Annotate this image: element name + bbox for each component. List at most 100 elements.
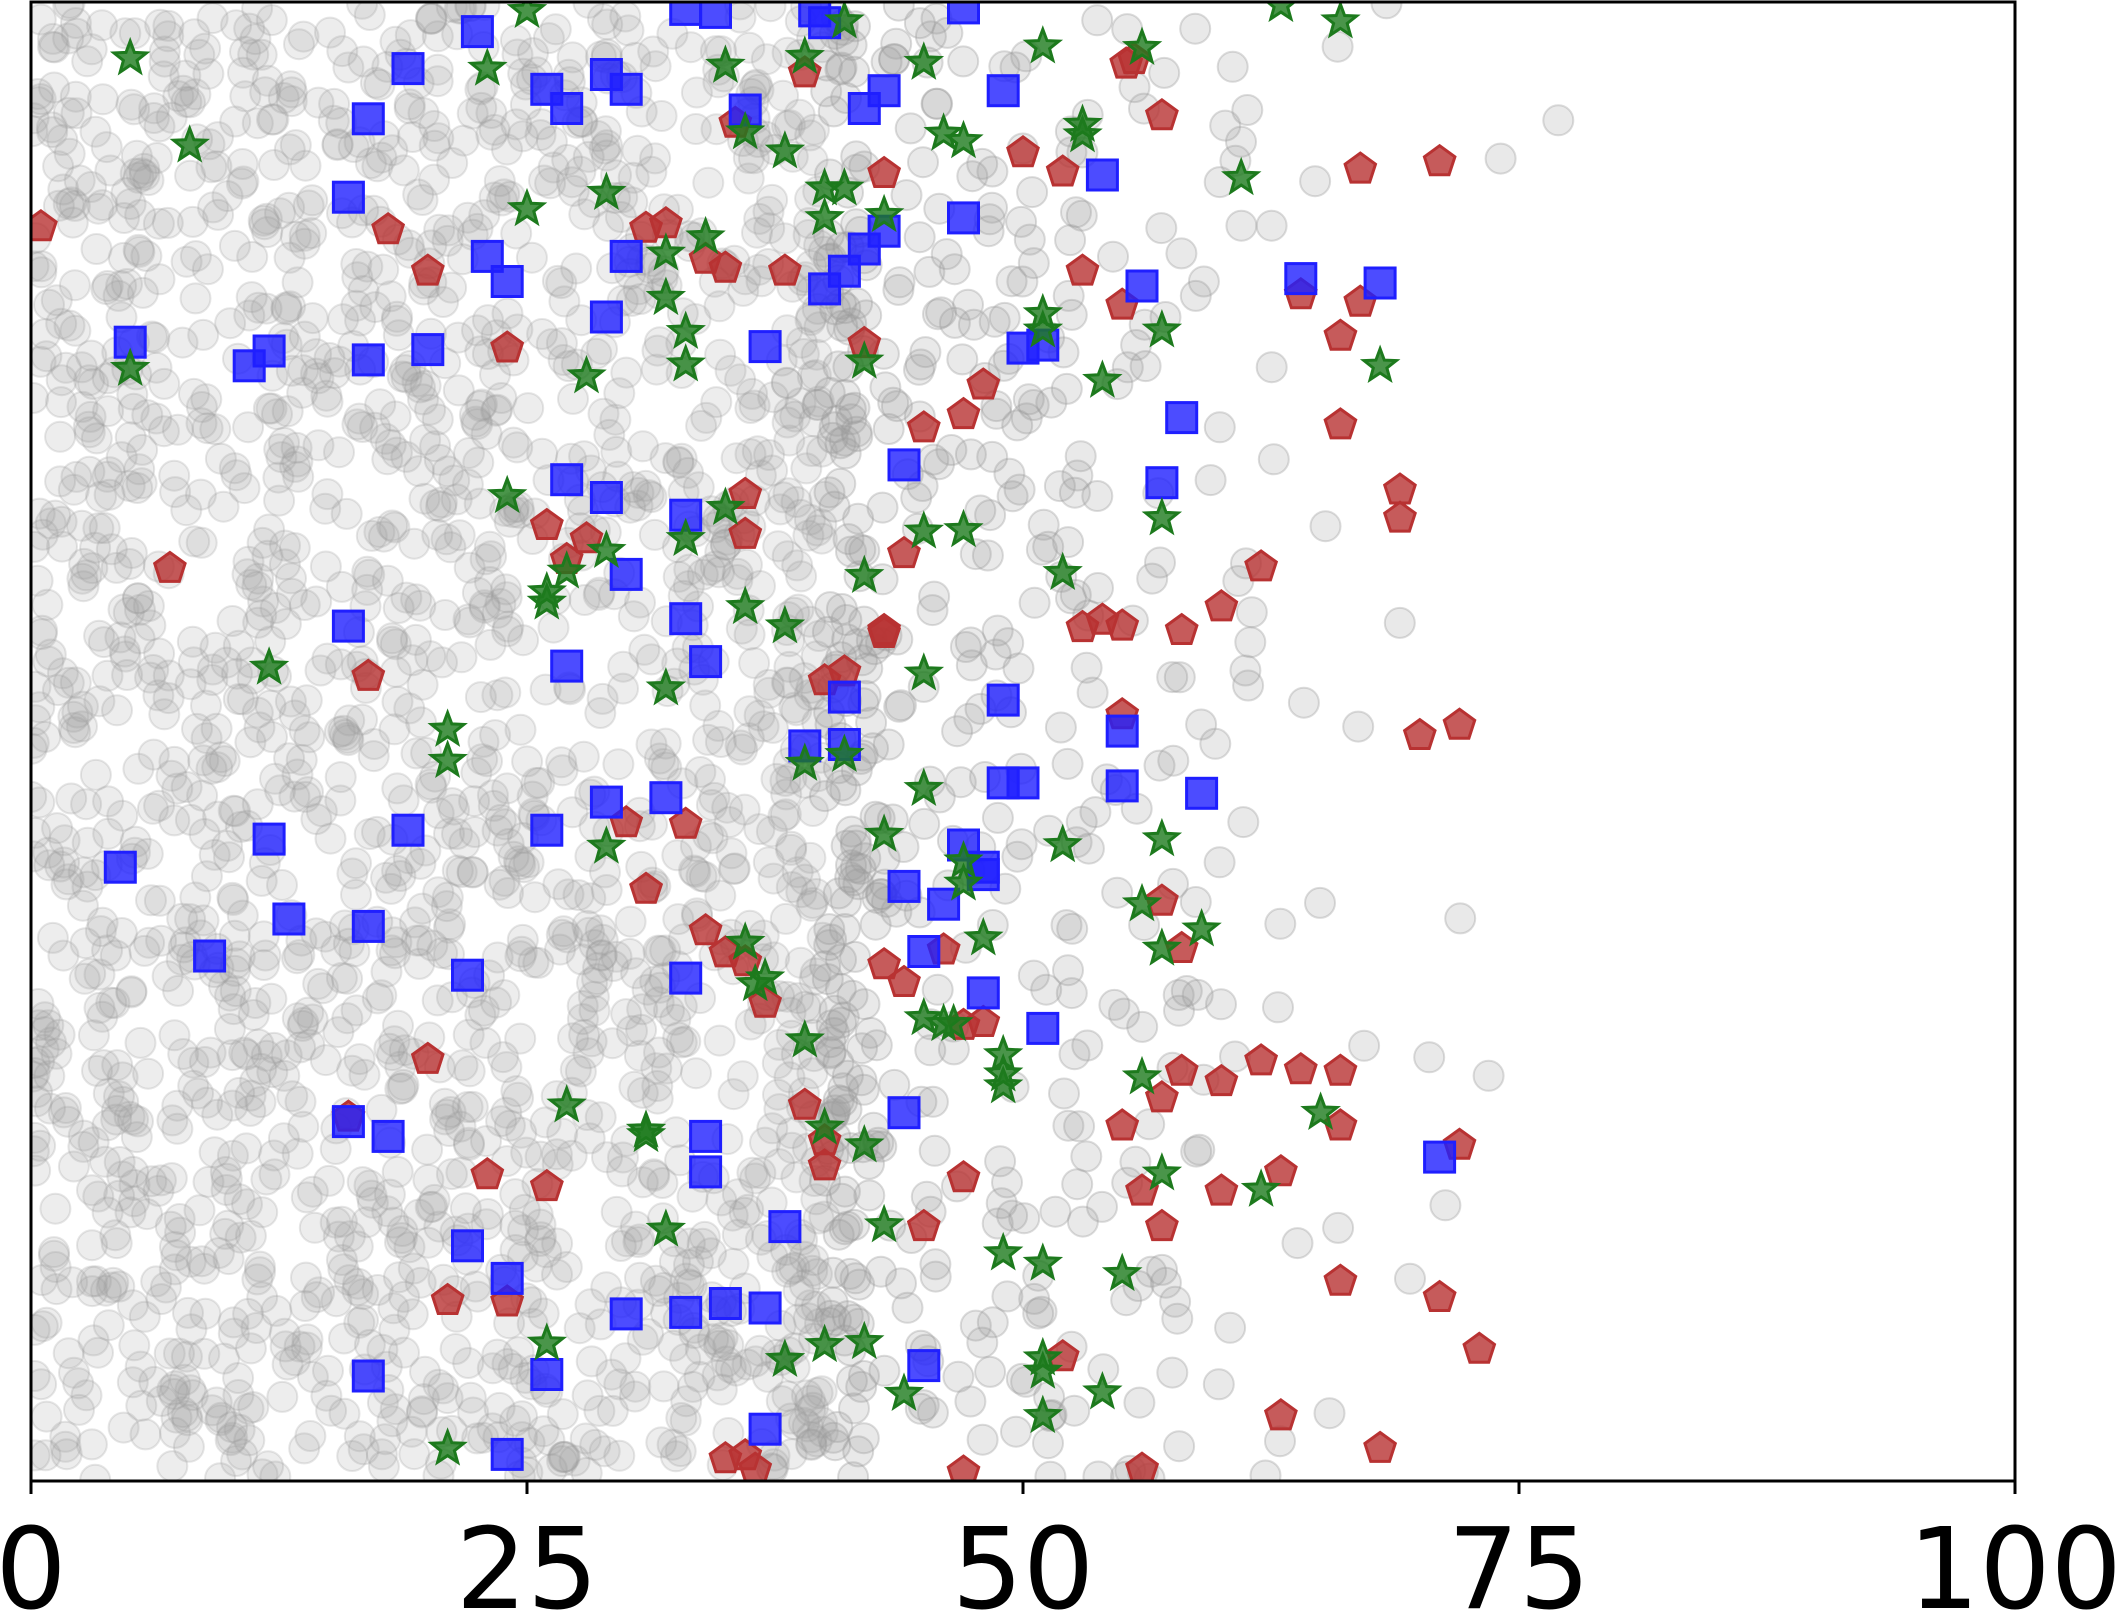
background-point — [121, 582, 154, 615]
background-point — [614, 905, 647, 938]
background-point — [109, 17, 142, 50]
background-point — [122, 582, 155, 615]
background-point — [773, 424, 806, 457]
background-point — [572, 1037, 605, 1070]
background-point — [1058, 476, 1091, 509]
background-point — [340, 878, 372, 911]
background-point — [545, 267, 578, 300]
background-point — [281, 1002, 314, 1035]
background-point — [1187, 265, 1220, 298]
background-point — [785, 560, 818, 593]
background-point — [98, 987, 131, 1019]
background-point — [470, 1125, 502, 1158]
background-point — [31, 720, 62, 753]
background-point — [113, 1100, 146, 1133]
background-point — [243, 711, 276, 744]
background-point — [158, 804, 191, 837]
background-point — [443, 519, 476, 552]
background-point — [170, 771, 203, 803]
background-point — [422, 1459, 455, 1481]
background-point — [551, 143, 584, 176]
background-point — [86, 189, 119, 222]
background-point — [116, 378, 149, 411]
blue-square-point — [689, 1119, 723, 1153]
background-point — [832, 523, 865, 556]
background-point — [234, 1332, 267, 1365]
background-point — [798, 405, 831, 438]
background-point — [846, 1032, 878, 1065]
background-point — [42, 150, 75, 183]
background-point — [772, 477, 805, 510]
background-point — [788, 1240, 821, 1273]
background-point — [288, 714, 321, 747]
background-point — [635, 481, 668, 514]
background-point — [187, 744, 220, 777]
background-point — [419, 489, 452, 522]
background-point — [418, 1183, 451, 1216]
background-point — [249, 76, 282, 109]
background-point — [504, 1022, 537, 1055]
background-point — [669, 1404, 702, 1437]
background-point — [590, 139, 623, 172]
background-point — [112, 596, 145, 629]
background-point — [838, 1303, 870, 1336]
background-point — [678, 854, 710, 887]
background-point — [149, 1271, 182, 1304]
background-point — [56, 1266, 89, 1299]
background-point — [182, 1077, 215, 1110]
background-point — [84, 915, 117, 948]
background-point — [864, 1255, 897, 1288]
background-point — [613, 937, 646, 970]
background-point — [373, 1178, 406, 1211]
background-point — [555, 1139, 588, 1172]
background-point — [883, 266, 916, 299]
plot-background — [31, 2, 2015, 1481]
blue-square-point — [966, 976, 1000, 1010]
background-point — [251, 539, 284, 572]
background-point — [343, 1306, 376, 1339]
background-point — [464, 681, 497, 714]
background-point — [285, 743, 318, 776]
background-point — [617, 161, 650, 194]
background-point — [204, 1462, 237, 1481]
background-point — [726, 733, 759, 766]
background-point — [499, 1404, 531, 1437]
background-point — [116, 1366, 149, 1399]
blue-square-point — [460, 15, 494, 49]
background-point — [805, 508, 838, 541]
background-point — [628, 633, 661, 666]
background-point — [441, 854, 474, 887]
blue-square-point — [1363, 266, 1397, 300]
background-point — [775, 833, 808, 866]
background-point — [573, 916, 606, 949]
background-point — [650, 1052, 683, 1085]
background-point — [1542, 104, 1575, 137]
background-point — [202, 1237, 235, 1269]
background-point — [361, 815, 393, 848]
background-point — [491, 772, 524, 805]
background-point — [242, 291, 275, 324]
background-point — [70, 1379, 103, 1412]
background-point — [290, 1261, 322, 1294]
background-point — [258, 149, 290, 181]
background-point — [491, 1348, 524, 1380]
background-point — [546, 1445, 579, 1478]
background-point — [686, 1227, 719, 1260]
background-point — [585, 939, 618, 972]
background-point — [890, 179, 923, 212]
background-point — [795, 889, 828, 922]
background-point — [340, 248, 373, 280]
background-point — [632, 479, 665, 512]
background-point — [1051, 747, 1084, 780]
background-point — [414, 1191, 447, 1223]
background-point — [445, 856, 478, 889]
background-point — [404, 371, 436, 404]
background-point — [404, 1266, 437, 1299]
background-point — [1070, 1140, 1103, 1173]
background-point — [763, 1148, 796, 1181]
background-point — [757, 381, 790, 414]
background-point — [77, 367, 110, 400]
background-point — [573, 1122, 606, 1155]
background-point — [142, 679, 175, 712]
background-point — [82, 192, 115, 225]
